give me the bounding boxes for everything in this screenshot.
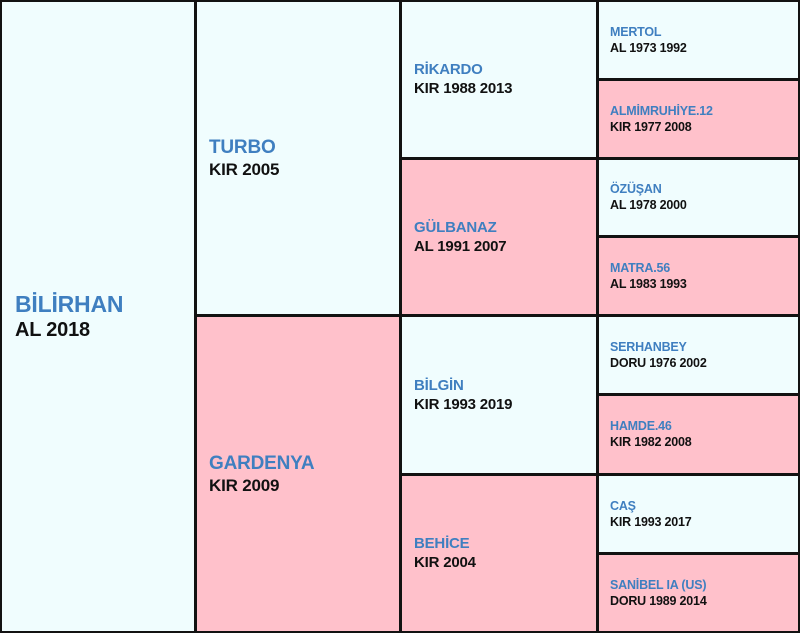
dam-dam-name: BEHİCE [414,535,470,552]
sire-cell[interactable]: TURBO KIR 2005 [197,2,399,314]
sire-dam-cell[interactable]: GÜLBANAZ AL 1991 2007 [402,160,596,314]
ds-sire-info: DORU 1976 2002 [610,355,707,370]
dam-dam-cell[interactable]: BEHİCE KIR 2004 [402,476,596,631]
ds-sire-cell[interactable]: SERHANBEY DORU 1976 2002 [599,317,798,393]
sire-sire-cell[interactable]: RİKARDO KIR 1988 2013 [402,2,596,157]
sire-sire-info: KIR 1988 2013 [414,80,513,97]
ss-sire-info: AL 1973 1992 [610,40,687,55]
dd-dam-cell[interactable]: SANİBEL IA (US) DORU 1989 2014 [599,555,798,631]
dam-name: GARDENYA [209,452,315,474]
dam-info: KIR 2009 [209,475,280,495]
dd-dam-name: SANİBEL IA (US) [610,577,707,592]
dam-sire-cell[interactable]: BİLGİN KIR 1993 2019 [402,317,596,473]
ss-dam-info: KIR 1977 2008 [610,119,692,134]
ss-dam-name: ALMİMRUHİYE.12 [610,103,713,118]
sd-dam-info: AL 1983 1993 [610,276,687,291]
ds-sire-name: SERHANBEY [610,339,687,354]
ds-dam-cell[interactable]: HAMDE.46 KIR 1982 2008 [599,396,798,473]
dd-sire-name: CAŞ [610,498,636,513]
sd-sire-info: AL 1978 2000 [610,198,687,212]
horse-cell[interactable]: BİLİRHAN AL 2018 [2,2,194,631]
sire-info: KIR 2005 [209,159,280,179]
sire-dam-info: AL 1991 2007 [414,237,507,255]
dd-dam-info: DORU 1989 2014 [610,593,707,608]
ss-sire-name: MERTOL [610,24,662,39]
dam-cell[interactable]: GARDENYA KIR 2009 [197,317,399,631]
dam-dam-info: KIR 2004 [414,554,476,571]
horse-name: BİLİRHAN [15,291,124,317]
horse-info: AL 2018 [15,319,90,341]
sire-sire-name: RİKARDO [414,61,483,78]
sd-dam-name: MATRA.56 [610,260,670,275]
sd-sire-cell[interactable]: ÖZÜŞAN AL 1978 2000 [599,160,798,235]
sire-name: TURBO [209,136,276,158]
dam-sire-name: BİLGİN [414,376,464,394]
dd-sire-info: KIR 1993 2017 [610,514,692,529]
dd-sire-cell[interactable]: CAŞ KIR 1993 2017 [599,476,798,552]
sd-sire-name: ÖZÜŞAN [610,182,662,196]
sire-dam-name: GÜLBANAZ [414,218,497,236]
ds-dam-name: HAMDE.46 [610,419,672,433]
dam-sire-info: KIR 1993 2019 [414,395,513,413]
ds-dam-info: KIR 1982 2008 [610,435,692,449]
ss-sire-cell[interactable]: MERTOL AL 1973 1992 [599,2,798,78]
sd-dam-cell[interactable]: MATRA.56 AL 1983 1993 [599,238,798,314]
ss-dam-cell[interactable]: ALMİMRUHİYE.12 KIR 1977 2008 [599,81,798,157]
